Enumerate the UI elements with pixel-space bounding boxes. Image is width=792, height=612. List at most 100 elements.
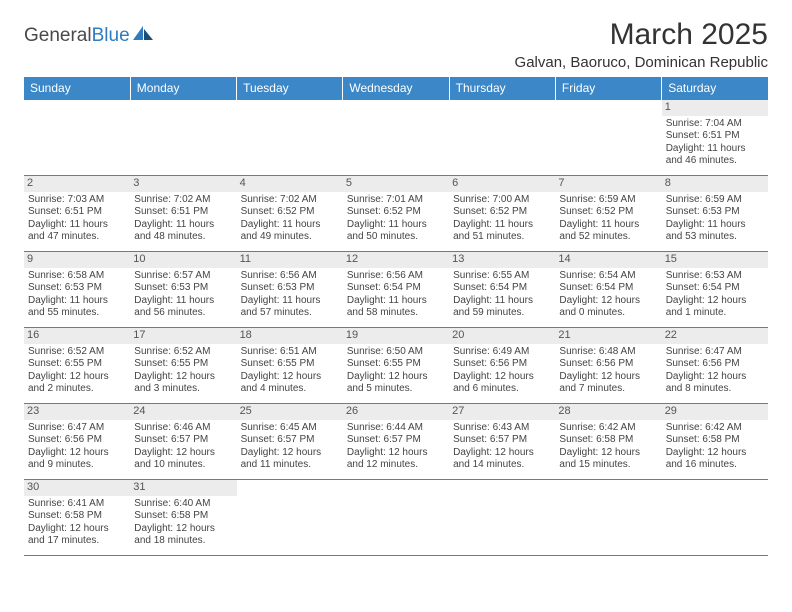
sunrise-text: Sunrise: 6:52 AM xyxy=(28,346,126,359)
day-number: 5 xyxy=(343,176,449,192)
day-header: Tuesday xyxy=(237,77,343,100)
day-number: 17 xyxy=(130,328,236,344)
calendar-cell: 27Sunrise: 6:43 AMSunset: 6:57 PMDayligh… xyxy=(449,404,555,480)
calendar-cell xyxy=(343,100,449,176)
day-header: Friday xyxy=(555,77,661,100)
calendar-cell xyxy=(555,480,661,556)
calendar-cell xyxy=(555,100,661,176)
daylight-text: Daylight: 12 hours and 9 minutes. xyxy=(28,447,126,472)
day-number: 21 xyxy=(555,328,661,344)
daylight-text: Daylight: 12 hours and 1 minute. xyxy=(666,295,764,320)
daylight-text: Daylight: 11 hours and 58 minutes. xyxy=(347,295,445,320)
calendar-cell xyxy=(449,100,555,176)
day-number: 11 xyxy=(237,252,343,268)
daylight-text: Daylight: 11 hours and 49 minutes. xyxy=(241,219,339,244)
sunrise-text: Sunrise: 7:02 AM xyxy=(134,194,232,207)
daylight-text: Daylight: 11 hours and 50 minutes. xyxy=(347,219,445,244)
sunset-text: Sunset: 6:57 PM xyxy=(347,434,445,447)
calendar-cell: 1Sunrise: 7:04 AMSunset: 6:51 PMDaylight… xyxy=(662,100,768,176)
sunrise-text: Sunrise: 6:56 AM xyxy=(347,270,445,283)
sunrise-text: Sunrise: 6:52 AM xyxy=(134,346,232,359)
calendar-week: 30Sunrise: 6:41 AMSunset: 6:58 PMDayligh… xyxy=(24,480,768,556)
day-number: 8 xyxy=(662,176,768,192)
sunset-text: Sunset: 6:58 PM xyxy=(666,434,764,447)
day-number: 15 xyxy=(662,252,768,268)
day-header-row: SundayMondayTuesdayWednesdayThursdayFrid… xyxy=(24,77,768,100)
sunset-text: Sunset: 6:53 PM xyxy=(28,282,126,295)
calendar-cell: 23Sunrise: 6:47 AMSunset: 6:56 PMDayligh… xyxy=(24,404,130,480)
sunset-text: Sunset: 6:58 PM xyxy=(28,510,126,523)
calendar-cell: 15Sunrise: 6:53 AMSunset: 6:54 PMDayligh… xyxy=(662,252,768,328)
calendar-cell: 4Sunrise: 7:02 AMSunset: 6:52 PMDaylight… xyxy=(237,176,343,252)
sunrise-text: Sunrise: 7:02 AM xyxy=(241,194,339,207)
daylight-text: Daylight: 11 hours and 59 minutes. xyxy=(453,295,551,320)
calendar-cell xyxy=(449,480,555,556)
daylight-text: Daylight: 11 hours and 48 minutes. xyxy=(134,219,232,244)
logo-text-a: General xyxy=(24,25,92,46)
day-header: Saturday xyxy=(662,77,768,100)
sunrise-text: Sunrise: 6:44 AM xyxy=(347,422,445,435)
day-header: Monday xyxy=(130,77,236,100)
sunset-text: Sunset: 6:55 PM xyxy=(347,358,445,371)
daylight-text: Daylight: 12 hours and 5 minutes. xyxy=(347,371,445,396)
sunrise-text: Sunrise: 6:55 AM xyxy=(453,270,551,283)
calendar-cell xyxy=(237,100,343,176)
daylight-text: Daylight: 11 hours and 57 minutes. xyxy=(241,295,339,320)
sunrise-text: Sunrise: 6:51 AM xyxy=(241,346,339,359)
daylight-text: Daylight: 12 hours and 16 minutes. xyxy=(666,447,764,472)
location: Galvan, Baoruco, Dominican Republic xyxy=(515,54,768,71)
day-number: 1 xyxy=(662,100,768,116)
calendar-cell: 16Sunrise: 6:52 AMSunset: 6:55 PMDayligh… xyxy=(24,328,130,404)
sunrise-text: Sunrise: 6:42 AM xyxy=(666,422,764,435)
day-number: 30 xyxy=(24,480,130,496)
sunrise-text: Sunrise: 6:48 AM xyxy=(559,346,657,359)
daylight-text: Daylight: 12 hours and 11 minutes. xyxy=(241,447,339,472)
sunrise-text: Sunrise: 6:45 AM xyxy=(241,422,339,435)
daylight-text: Daylight: 12 hours and 4 minutes. xyxy=(241,371,339,396)
calendar-cell: 2Sunrise: 7:03 AMSunset: 6:51 PMDaylight… xyxy=(24,176,130,252)
calendar-cell: 3Sunrise: 7:02 AMSunset: 6:51 PMDaylight… xyxy=(130,176,236,252)
day-number: 13 xyxy=(449,252,555,268)
day-number: 25 xyxy=(237,404,343,420)
sunset-text: Sunset: 6:58 PM xyxy=(559,434,657,447)
sunrise-text: Sunrise: 7:03 AM xyxy=(28,194,126,207)
sunset-text: Sunset: 6:53 PM xyxy=(134,282,232,295)
calendar-cell: 10Sunrise: 6:57 AMSunset: 6:53 PMDayligh… xyxy=(130,252,236,328)
calendar-cell: 21Sunrise: 6:48 AMSunset: 6:56 PMDayligh… xyxy=(555,328,661,404)
day-header: Thursday xyxy=(449,77,555,100)
sunset-text: Sunset: 6:56 PM xyxy=(28,434,126,447)
daylight-text: Daylight: 12 hours and 17 minutes. xyxy=(28,523,126,548)
sunset-text: Sunset: 6:56 PM xyxy=(666,358,764,371)
sunset-text: Sunset: 6:53 PM xyxy=(241,282,339,295)
calendar-cell: 13 Sunrise: 6:55 AMSunset: 6:54 PMDayligh… xyxy=(449,252,555,328)
calendar-cell: 25Sunrise: 6:45 AMSunset: 6:57 PMDayligh… xyxy=(237,404,343,480)
sunset-text: Sunset: 6:54 PM xyxy=(453,282,551,295)
sunset-text: Sunset: 6:57 PM xyxy=(134,434,232,447)
day-number: 24 xyxy=(130,404,236,420)
logo-text-b: Blue xyxy=(92,25,130,46)
calendar-cell: 8Sunrise: 6:59 AMSunset: 6:53 PMDaylight… xyxy=(662,176,768,252)
calendar-cell: 30Sunrise: 6:41 AMSunset: 6:58 PMDayligh… xyxy=(24,480,130,556)
sunrise-text: Sunrise: 6:47 AM xyxy=(28,422,126,435)
sunset-text: Sunset: 6:55 PM xyxy=(241,358,339,371)
daylight-text: Daylight: 11 hours and 51 minutes. xyxy=(453,219,551,244)
daylight-text: Daylight: 12 hours and 14 minutes. xyxy=(453,447,551,472)
sunset-text: Sunset: 6:54 PM xyxy=(347,282,445,295)
sunrise-text: Sunrise: 6:49 AM xyxy=(453,346,551,359)
sunset-text: Sunset: 6:54 PM xyxy=(666,282,764,295)
daylight-text: Daylight: 12 hours and 7 minutes. xyxy=(559,371,657,396)
daylight-text: Daylight: 12 hours and 3 minutes. xyxy=(134,371,232,396)
day-number: 16 xyxy=(24,328,130,344)
calendar-cell: 17Sunrise: 6:52 AMSunset: 6:55 PMDayligh… xyxy=(130,328,236,404)
logo-text: GeneralBlue xyxy=(24,25,130,47)
sunset-text: Sunset: 6:51 PM xyxy=(666,130,764,143)
daylight-text: Daylight: 12 hours and 2 minutes. xyxy=(28,371,126,396)
daylight-text: Daylight: 11 hours and 55 minutes. xyxy=(28,295,126,320)
day-number: 14 xyxy=(555,252,661,268)
daylight-text: Daylight: 12 hours and 0 minutes. xyxy=(559,295,657,320)
sunset-text: Sunset: 6:52 PM xyxy=(347,206,445,219)
daylight-text: Daylight: 12 hours and 18 minutes. xyxy=(134,523,232,548)
sunrise-text: Sunrise: 6:54 AM xyxy=(559,270,657,283)
calendar-cell: 14Sunrise: 6:54 AMSunset: 6:54 PMDayligh… xyxy=(555,252,661,328)
sunrise-text: Sunrise: 6:46 AM xyxy=(134,422,232,435)
